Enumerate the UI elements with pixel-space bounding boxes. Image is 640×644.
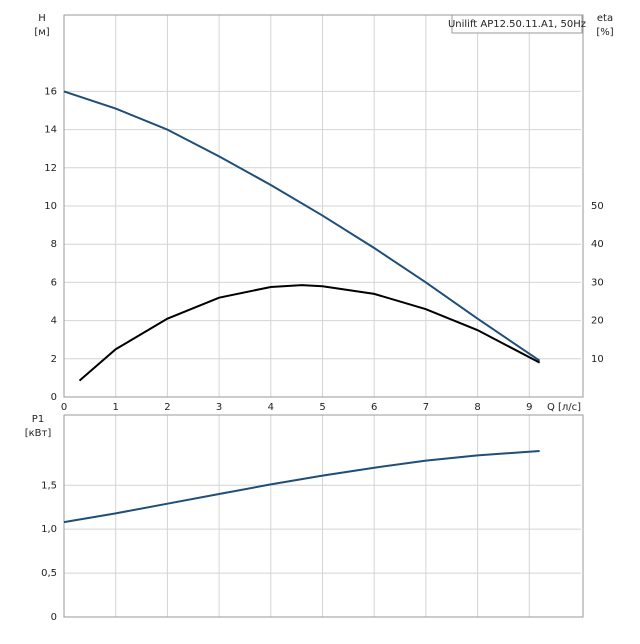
title-box [451,14,583,34]
y-tick-label: 12 [44,163,57,174]
curve [63,450,540,524]
x-tick-label: 9 [526,402,532,413]
y-tick-label: 10 [44,201,57,212]
x-tick-label: 4 [268,402,274,413]
y2-tick-label: 30 [591,277,604,288]
y2-tick-label: 40 [591,239,604,250]
curve [78,284,541,382]
y-tick-label: 0,5 [41,568,57,579]
y2-tick-label: 50 [591,201,604,212]
plot-frame [63,414,584,618]
x-label: Q [л/с] [547,402,581,413]
x-tick-label: 6 [371,402,377,413]
x-tick-label: 2 [164,402,170,413]
y2-unit: [%] [596,27,613,38]
y-tick-label: 1,5 [41,480,57,491]
y-tick-label: 1,0 [41,524,57,535]
curve [63,90,541,362]
y-tick-label: 8 [51,239,57,250]
x-tick-label: 3 [216,402,222,413]
y-tick-label: 0 [51,612,57,623]
y-tick-label: 16 [44,86,57,97]
chart-title: Unilift AP12.50.11.A1, 50Hz [448,19,586,30]
y-label: H [38,13,46,24]
y2-label: eta [597,13,613,24]
y-tick-label: 2 [51,354,57,365]
plot-frame [63,14,584,398]
x-tick-label: 5 [319,402,325,413]
y-tick-label: 0 [51,392,57,403]
y-unit: [м] [34,27,49,38]
y2-tick-label: 20 [591,316,604,327]
x-tick-label: 1 [113,402,119,413]
y-tick-label: 4 [51,316,57,327]
x-tick-label: 0 [61,402,67,413]
y-label: P1 [32,414,44,425]
y2-tick-label: 10 [591,354,604,365]
y-tick-label: 6 [51,277,57,288]
y-tick-label: 14 [44,125,57,136]
y-unit: [кВт] [25,428,52,439]
x-tick-label: 7 [423,402,429,413]
x-tick-label: 8 [474,402,480,413]
